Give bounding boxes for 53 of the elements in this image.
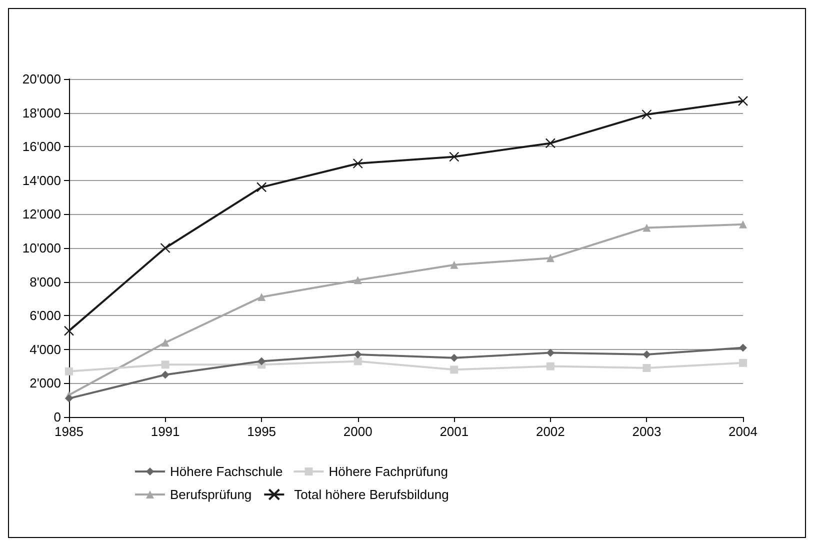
point bbox=[450, 366, 458, 374]
point bbox=[161, 360, 170, 369]
y-tick-label: 4'000 bbox=[30, 342, 61, 357]
legend-label: Berufsprüfung bbox=[170, 487, 252, 502]
x-tick-label: 2004 bbox=[728, 424, 758, 439]
point bbox=[739, 358, 747, 367]
point bbox=[450, 260, 458, 269]
point bbox=[64, 326, 74, 336]
y-tick-label: 0 bbox=[54, 410, 61, 424]
y-tick-label: 20'000 bbox=[22, 72, 61, 86]
y-tick-label: 18'000 bbox=[22, 105, 61, 120]
y-tick-label: 14'000 bbox=[22, 172, 61, 188]
point bbox=[546, 362, 554, 370]
point bbox=[161, 338, 170, 347]
legend-label: Total höhere Berufsbildung bbox=[294, 487, 449, 502]
x-tick-label: 2001 bbox=[440, 424, 469, 439]
x-tick-label: 1991 bbox=[150, 424, 180, 439]
point bbox=[354, 350, 362, 358]
x-tick-label: 2002 bbox=[536, 424, 565, 439]
point bbox=[160, 242, 170, 254]
point bbox=[642, 224, 651, 232]
point bbox=[450, 354, 458, 362]
point bbox=[449, 152, 460, 162]
point bbox=[258, 357, 266, 366]
point bbox=[546, 348, 554, 357]
point bbox=[65, 394, 73, 402]
point bbox=[354, 276, 362, 284]
point bbox=[354, 357, 362, 366]
point bbox=[738, 96, 748, 106]
y-tick-label: 8'000 bbox=[30, 274, 61, 290]
point bbox=[258, 293, 266, 302]
x-tick-label: 1985 bbox=[54, 424, 84, 439]
x-tick-label: 2003 bbox=[632, 424, 662, 439]
x-tick-label: 2000 bbox=[343, 424, 372, 439]
x-tick-label: 1995 bbox=[247, 424, 276, 439]
y-tick-label: 6'000 bbox=[30, 308, 61, 324]
point bbox=[161, 370, 170, 379]
legend-label: Höhere Fachprüfung bbox=[328, 464, 448, 479]
point bbox=[546, 254, 554, 262]
y-tick-label: 2'000 bbox=[30, 376, 61, 391]
point bbox=[256, 182, 267, 192]
point bbox=[545, 138, 556, 148]
point bbox=[642, 364, 651, 372]
point bbox=[739, 220, 747, 228]
point bbox=[642, 109, 652, 120]
y-tick-label: 12'000 bbox=[22, 206, 61, 222]
point bbox=[352, 158, 363, 169]
y-tick-label: 10'000 bbox=[22, 240, 61, 256]
y-tick-label: 16'000 bbox=[22, 139, 61, 154]
point bbox=[65, 367, 73, 376]
legend-label: Höhere Fachschule bbox=[170, 464, 283, 479]
point bbox=[739, 344, 747, 352]
point bbox=[642, 350, 651, 358]
